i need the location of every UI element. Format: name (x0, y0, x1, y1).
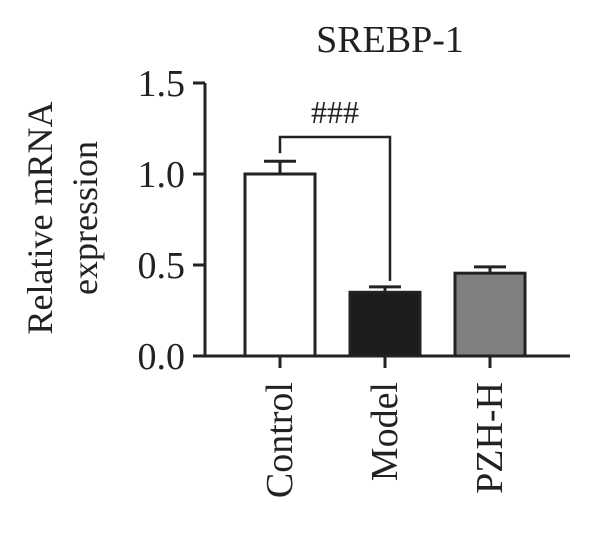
y-tick-label: 0.5 (138, 245, 186, 287)
x-category-label: PZH-H (469, 382, 511, 494)
bars (243, 172, 527, 358)
bar-pzh-h (453, 271, 527, 358)
bar-control (243, 172, 317, 358)
y-axis-label: Relative mRNA expression (20, 102, 105, 335)
y-axis-ticks: 0.0 0.5 1.0 1.5 (138, 63, 205, 378)
bar-model (348, 290, 422, 358)
y-tick-label: 0.0 (138, 336, 186, 378)
y-tick-label: 1.0 (138, 154, 186, 196)
error-bars (264, 159, 506, 293)
y-axis-label-line-2: expression (65, 141, 105, 295)
y-axis-label-line-1: Relative mRNA (20, 102, 60, 335)
x-category-label: Model (364, 382, 406, 481)
chart-title: SREBP-1 (316, 19, 464, 61)
significance-annotation: ### (278, 94, 392, 281)
x-axis-categories: Control Model PZH-H (259, 356, 511, 498)
y-tick-label: 1.5 (138, 63, 186, 105)
significance-label: ### (311, 94, 359, 130)
x-category-label: Control (259, 382, 301, 498)
significance-bracket (278, 135, 392, 281)
